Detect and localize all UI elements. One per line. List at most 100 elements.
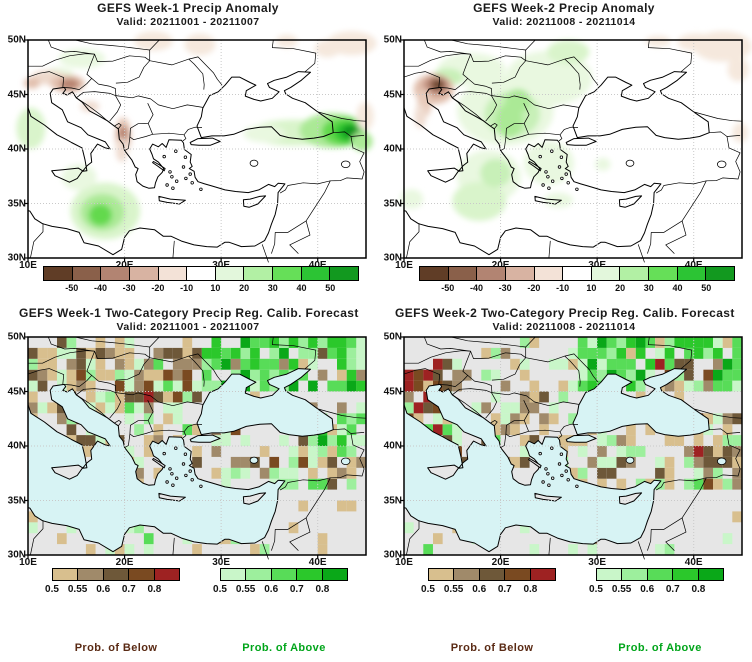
- colorbar-segment: [429, 569, 454, 580]
- colorbar-tick-label: 0.8: [147, 584, 162, 595]
- colorbar-tick-label: 0.55: [611, 584, 632, 595]
- island: [152, 161, 166, 172]
- colorbar-segment: [71, 267, 101, 280]
- colorbar-segment: [44, 267, 72, 280]
- two-category-map-svg: [24, 336, 367, 560]
- panel-valid-range: Valid: 20211001 - 20211007: [116, 321, 260, 333]
- black-sea: [572, 368, 710, 437]
- lake: [625, 456, 635, 464]
- island-dot: [165, 480, 169, 484]
- colorbar: [52, 568, 180, 581]
- colorbar-segment: [272, 267, 301, 280]
- lon-label: 20E: [491, 260, 510, 271]
- island: [427, 167, 460, 183]
- island-dot: [550, 446, 554, 450]
- gridlines: [404, 337, 742, 555]
- island-dot: [181, 165, 186, 169]
- anomaly-blobs: [400, 31, 752, 221]
- island-dot: [168, 467, 172, 471]
- island-dot: [183, 452, 188, 456]
- mediterranean-sea: [403, 383, 662, 553]
- lon-label: 30E: [212, 557, 231, 568]
- colorbar-segment: [53, 569, 78, 580]
- island-dot: [174, 476, 179, 480]
- colorbar-segment: [597, 569, 622, 580]
- colorbar-segment: [504, 569, 530, 580]
- two-category-map-week1: [24, 336, 367, 560]
- colorbar-tick-label: 0.7: [497, 584, 512, 595]
- colorbar-segment: [590, 267, 620, 280]
- lat-label: 50N: [383, 331, 402, 343]
- colorbar: [596, 568, 724, 581]
- island: [618, 195, 643, 208]
- lake: [249, 159, 259, 167]
- lon-label: 40E: [684, 260, 703, 271]
- colorbar-segment: [504, 267, 534, 280]
- island-dot: [566, 478, 570, 482]
- lat-label: 35N: [383, 198, 402, 209]
- colorbar-segment: [221, 569, 246, 580]
- island: [427, 464, 460, 480]
- island: [158, 195, 186, 205]
- colorbar-segment: [533, 267, 563, 280]
- island-dot: [550, 179, 555, 183]
- prob-of-above-label: Prob. of Above: [618, 642, 702, 654]
- colorbar-segment: [646, 569, 673, 580]
- country-borders: [27, 336, 367, 560]
- island-dot: [546, 472, 550, 476]
- lat-label: 40N: [7, 143, 26, 155]
- sea-of-marmara: [565, 137, 597, 146]
- colorbar-tick-label: 0.6: [472, 584, 487, 595]
- colorbar-segment: [453, 569, 479, 580]
- colorbar-segment: [157, 267, 187, 280]
- anomaly-blobs: [16, 31, 377, 240]
- country-borders: [403, 336, 743, 560]
- island-dot: [547, 483, 551, 487]
- coastlines: [403, 368, 727, 553]
- prob-of-below-label: Prob. of Below: [74, 642, 158, 654]
- colorbar-segment: [478, 569, 505, 580]
- coastlines: [27, 368, 351, 553]
- lat-label: 30N: [383, 252, 402, 264]
- lon-label: 30E: [588, 557, 607, 568]
- colorbar-segment: [214, 267, 244, 280]
- axis-ticks: [24, 336, 319, 559]
- lat-label: 30N: [7, 252, 26, 264]
- colorbar-segment: [447, 267, 477, 280]
- colorbar-tick-label: 0.55: [67, 584, 88, 595]
- colorbar-segment: [300, 267, 330, 280]
- panel-title: GEFS Week-2 Precip Anomaly: [473, 1, 655, 15]
- island-dot: [162, 154, 166, 159]
- colorbar-tick-label: 20: [615, 283, 626, 293]
- island: [528, 161, 542, 172]
- lat-label: 45N: [7, 386, 26, 397]
- colorbar-tick-label: -20: [527, 283, 541, 293]
- colorbar: [220, 568, 348, 581]
- gridlines: [28, 337, 366, 555]
- colorbar-segment: [529, 569, 556, 580]
- colorbar-segment: [243, 267, 273, 280]
- colorbar-segment: [619, 267, 649, 280]
- lat-label: 50N: [7, 34, 26, 46]
- island-dot: [183, 155, 188, 159]
- island-dot: [541, 183, 545, 187]
- island-dot: [560, 473, 564, 478]
- gridlines: [404, 40, 742, 258]
- island-dot: [557, 462, 562, 466]
- island: [242, 195, 267, 208]
- lat-label: 40N: [7, 440, 26, 452]
- colorbar-tick-label: -30: [498, 283, 512, 293]
- island-dot: [181, 462, 186, 466]
- colorbar-tick-label: 0.7: [289, 584, 304, 595]
- colorbar-segment: [672, 569, 698, 580]
- island-dot: [184, 176, 188, 181]
- panel-title: GEFS Week-1 Two-Category Precip Reg. Cal…: [19, 306, 359, 320]
- island-dot: [174, 179, 179, 183]
- island-dot: [165, 183, 169, 187]
- lon-label: 40E: [308, 260, 327, 271]
- colorbar-segment: [676, 267, 706, 280]
- colorbar-tick-label: -30: [122, 283, 136, 293]
- mediterranean-sea: [403, 86, 662, 256]
- country-borders: [27, 39, 367, 263]
